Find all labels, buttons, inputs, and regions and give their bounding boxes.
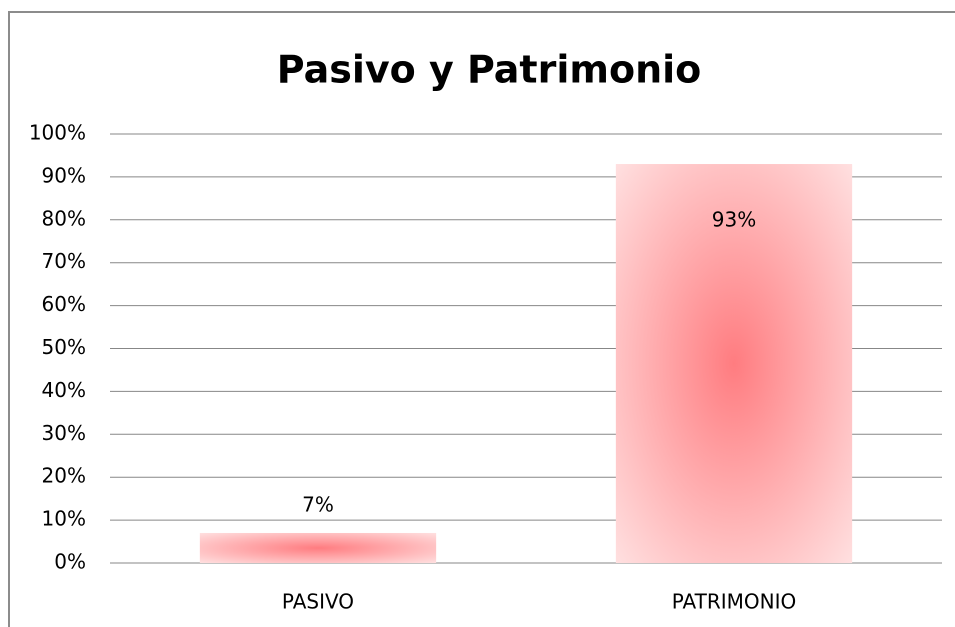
x-tick-label: PASIVO: [282, 590, 354, 614]
y-tick-label: 20%: [42, 464, 86, 488]
y-tick-label: 0%: [54, 550, 86, 574]
bar: [199, 532, 437, 563]
y-tick-label: 10%: [42, 507, 86, 531]
y-tick-label: 60%: [42, 292, 86, 316]
y-tick-label: 100%: [29, 121, 86, 145]
y-tick-label: 30%: [42, 421, 86, 445]
data-label: 93%: [712, 208, 756, 232]
y-tick-label: 80%: [42, 206, 86, 230]
y-tick-label: 50%: [42, 335, 86, 359]
x-tick-label: PATRIMONIO: [672, 590, 797, 614]
chart-title: Pasivo y Patrimonio: [277, 48, 702, 92]
y-tick-label: 40%: [42, 378, 86, 402]
bar: [615, 164, 853, 563]
y-tick-label: 90%: [42, 163, 86, 187]
y-tick-label: 70%: [42, 249, 86, 273]
data-label: 7%: [302, 492, 334, 516]
